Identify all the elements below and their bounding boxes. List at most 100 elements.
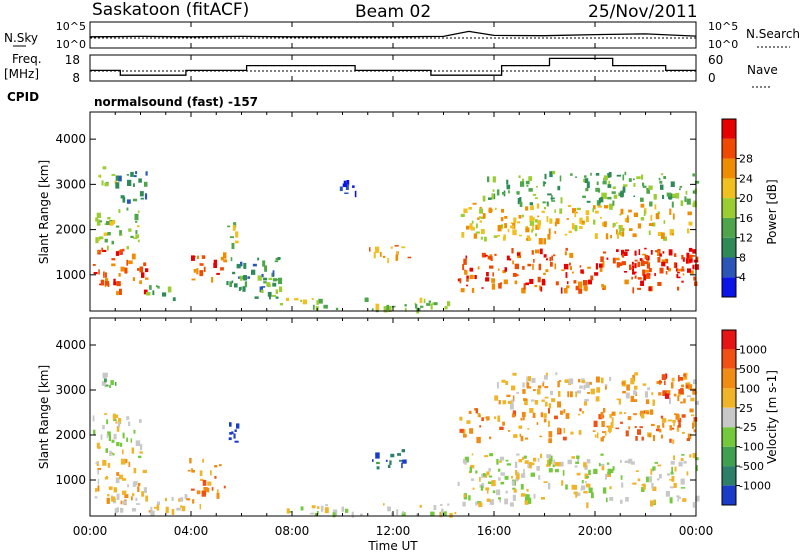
data-cell: [650, 500, 654, 507]
y-tick-label: 4000: [55, 338, 86, 352]
data-region: [372, 449, 407, 470]
colorbar-segment: [722, 407, 736, 428]
data-cell: [660, 434, 663, 439]
data-cell: [132, 198, 138, 202]
data-cell: [108, 486, 113, 490]
data-cell: [657, 231, 663, 236]
data-cell: [634, 372, 639, 376]
data-region: [101, 372, 117, 388]
data-cell: [138, 483, 141, 487]
data-cell: [530, 205, 534, 211]
data-cell: [286, 508, 290, 514]
data-cell: [653, 499, 656, 504]
data-region: [98, 166, 117, 187]
data-cell: [663, 236, 667, 241]
data-cell: [107, 232, 111, 236]
data-cell: [557, 427, 560, 434]
data-cell: [511, 480, 515, 486]
data-cell: [597, 205, 602, 208]
data-cell: [682, 273, 685, 276]
data-cell: [603, 175, 608, 181]
data-cell: [649, 201, 653, 207]
data-cell: [593, 468, 598, 474]
data-cell: [468, 495, 471, 501]
data-cell: [477, 217, 480, 220]
data-cell: [648, 185, 653, 190]
data-cell: [271, 294, 277, 297]
data-cell: [628, 426, 631, 430]
data-cell: [686, 252, 690, 258]
data-cell: [98, 269, 100, 275]
data-cell: [631, 267, 634, 269]
data-cell: [596, 387, 601, 393]
data-cell: [598, 188, 601, 193]
data-cell: [223, 485, 226, 489]
data-cell: [665, 271, 668, 275]
data-cell: [539, 248, 543, 255]
data-cell: [497, 224, 502, 232]
data-cell: [101, 247, 104, 252]
data-cell: [635, 436, 638, 441]
power-heatmap: [92, 166, 700, 314]
data-cell: [576, 455, 580, 458]
data-cell: [235, 231, 239, 238]
data-cell: [93, 272, 98, 275]
data-cell: [484, 236, 487, 242]
data-cell: [583, 280, 588, 286]
data-cell: [433, 504, 437, 511]
data-cell: [525, 180, 530, 185]
data-cell: [670, 382, 674, 389]
data-cell: [104, 281, 110, 286]
data-cell: [600, 463, 605, 466]
data-cell: [583, 462, 587, 468]
data-cell: [111, 496, 116, 502]
data-cell: [423, 298, 426, 304]
data-cell: [641, 436, 644, 441]
data-cell: [153, 506, 157, 509]
data-cell: [552, 170, 556, 175]
data-cell: [102, 372, 107, 379]
data-cell: [199, 503, 202, 510]
data-cell: [586, 459, 591, 464]
data-cell: [260, 289, 264, 293]
data-cell: [478, 502, 483, 508]
data-cell: [553, 254, 556, 257]
data-cell: [499, 499, 501, 503]
data-cell: [656, 380, 661, 385]
data-cell: [104, 477, 109, 480]
data-cell: [634, 275, 637, 279]
data-cell: [156, 504, 160, 511]
data-cell: [395, 254, 399, 261]
data-cell: [494, 253, 497, 256]
data-cell: [684, 376, 687, 379]
data-cell: [192, 255, 196, 258]
data-cell: [634, 426, 637, 429]
data-cell: [97, 470, 100, 475]
data-region: [457, 247, 699, 294]
data-cell: [374, 246, 380, 253]
data-cell: [536, 186, 538, 188]
data-cell: [97, 467, 102, 470]
data-cell: [544, 375, 548, 380]
data-cell: [386, 304, 389, 310]
data-cell: [525, 497, 527, 501]
data-cell: [223, 252, 227, 259]
data-cell: [669, 397, 671, 404]
data-cell: [102, 425, 105, 430]
data-cell: [574, 211, 577, 218]
data-cell: [485, 277, 490, 282]
data-cell: [470, 478, 475, 481]
data-cell: [479, 208, 483, 214]
data-cell: [658, 380, 662, 384]
data-cell: [618, 225, 622, 230]
data-cell: [686, 438, 690, 441]
data-cell: [488, 209, 493, 212]
data-cell: [661, 232, 665, 239]
data-cell: [471, 287, 475, 293]
data-cell: [544, 396, 549, 399]
data-cell: [695, 495, 700, 502]
data-cell: [598, 462, 601, 467]
data-cell: [580, 269, 584, 274]
data-cell: [616, 174, 622, 177]
data-cell: [642, 185, 647, 188]
